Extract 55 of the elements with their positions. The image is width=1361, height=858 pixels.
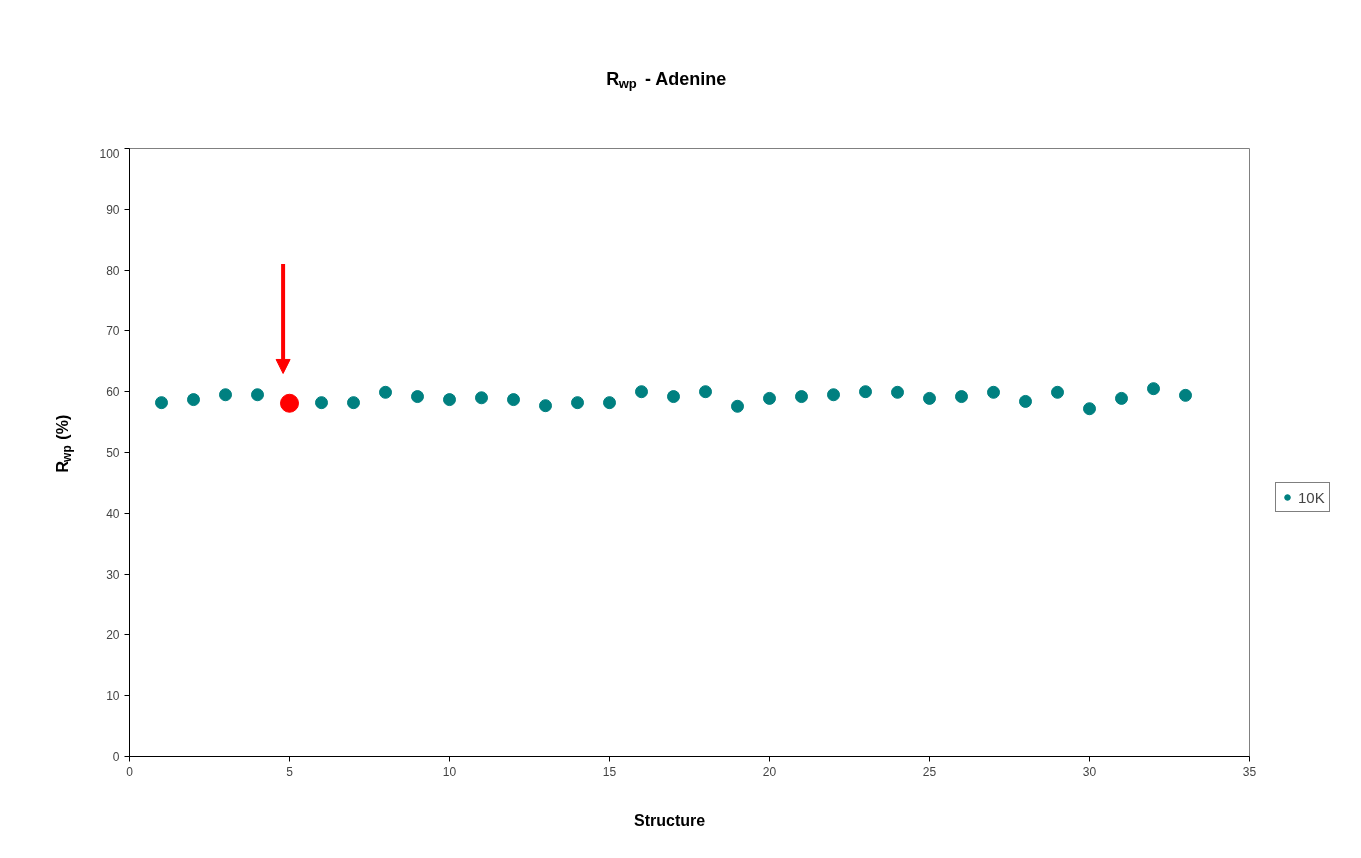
point	[635, 385, 648, 399]
point	[1083, 402, 1096, 416]
x-tick-label: 30	[1082, 764, 1097, 779]
point	[347, 396, 360, 410]
point	[475, 391, 488, 405]
point	[1019, 394, 1032, 408]
point	[571, 396, 584, 410]
point	[443, 393, 456, 407]
point	[219, 388, 232, 402]
point	[315, 396, 328, 410]
x-tick-label: 35	[1242, 764, 1257, 779]
x-tick-label: 15	[602, 764, 617, 779]
x-tick-label: 0	[126, 764, 134, 779]
y-tick-label: 50	[106, 446, 120, 460]
x-tick-label: 20	[762, 764, 777, 779]
point	[155, 396, 168, 410]
y-tick-label: 20	[106, 628, 120, 643]
legend-label: 10K	[1298, 488, 1325, 506]
x-tick-label: 5	[286, 764, 294, 779]
point	[411, 390, 424, 404]
y-tick-label: 10	[106, 689, 120, 704]
point	[987, 385, 1000, 399]
x-tick-label: 10	[442, 764, 457, 779]
y-axis-title: Rwp (%)	[54, 414, 75, 473]
point	[1051, 385, 1064, 399]
point	[859, 385, 872, 399]
point	[923, 391, 936, 405]
point	[1179, 388, 1192, 402]
point	[731, 399, 744, 413]
point	[251, 388, 264, 402]
y-tick-label: 100	[99, 146, 120, 161]
point	[187, 393, 200, 407]
y-tick-label: 30	[106, 567, 120, 582]
point	[1147, 382, 1160, 396]
point	[280, 393, 299, 413]
y-tick-label: 60	[106, 385, 120, 400]
point	[827, 388, 840, 402]
y-tick-label: 40	[106, 506, 120, 521]
x-axis-title: Structure	[634, 812, 706, 829]
point	[379, 385, 392, 399]
point	[955, 390, 968, 404]
y-tick-label: 70	[106, 324, 120, 339]
point	[667, 390, 680, 404]
y-tick-label: 0	[112, 750, 120, 764]
x-tick-label: 25	[922, 764, 937, 779]
point	[507, 393, 520, 407]
y-tick-label: 90	[106, 202, 120, 217]
point	[763, 391, 776, 405]
point	[603, 396, 616, 410]
point	[699, 385, 712, 399]
point	[539, 399, 552, 413]
point	[1115, 391, 1128, 405]
y-tick-label: 80	[106, 263, 120, 278]
point	[795, 390, 808, 404]
point	[891, 385, 904, 399]
